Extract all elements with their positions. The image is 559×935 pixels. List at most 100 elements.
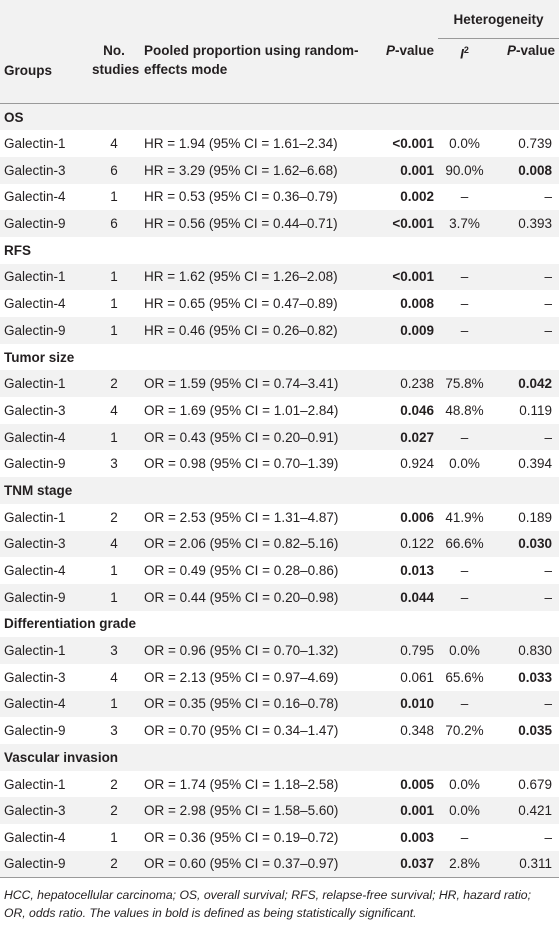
pvalue-cell: 0.027	[374, 423, 438, 451]
studies-cell: 2	[88, 797, 140, 825]
table-row: Galectin-9 3 OR = 0.98 (95% CI = 0.70–1.39…	[0, 450, 559, 477]
table-header: Heterogeneity Groups No. studies Pooled …	[0, 0, 559, 104]
i2-cell: 0.0%	[449, 776, 480, 792]
table-row: Galectin-4 1 HR = 0.65 (95% CI = 0.47–0.89…	[0, 290, 559, 317]
studies-cell: 4	[110, 669, 118, 685]
i2-cell: 3.7%	[438, 210, 491, 237]
no-studies-header: No. studies	[88, 38, 140, 104]
results-table: Heterogeneity Groups No. studies Pooled …	[0, 0, 559, 878]
pvalue-cell: 0.046	[400, 402, 434, 418]
group-cell: Galectin-9	[4, 723, 66, 739]
studies-cell: 1	[110, 296, 118, 312]
group-cell: Galectin-4	[0, 423, 88, 451]
pooled-cell: HR = 1.94 (95% CI = 1.61–2.34)	[144, 136, 338, 152]
table-row: Galectin-1 2 OR = 2.53 (95% CI = 1.31–4.87…	[0, 504, 559, 531]
group-cell: Galectin-9	[0, 210, 88, 237]
section-row: RFS	[0, 237, 559, 264]
pvalue-cell: <0.001	[374, 210, 438, 237]
table-row: Galectin-3 6 HR = 3.29 (95% CI = 1.62–6.68…	[0, 156, 559, 184]
het-pvalue-cell: 0.030	[491, 530, 559, 558]
group-cell: Galectin-9	[0, 583, 88, 611]
table-row: Galectin-9 6 HR = 0.56 (95% CI = 0.44–0.71…	[0, 210, 559, 237]
het-pvalue-cell: 0.119	[519, 402, 552, 418]
table-row: Galectin-4 1 OR = 0.49 (95% CI = 0.28–0.86…	[0, 557, 559, 584]
group-cell: Galectin-9	[0, 317, 88, 344]
section-row: Differentiation grade	[0, 611, 559, 638]
pvalue-cell: 0.044	[374, 583, 438, 611]
studies-cell: 2	[110, 509, 118, 525]
table-row: Galectin-9 3 OR = 0.70 (95% CI = 0.34–1.47…	[0, 717, 559, 744]
section-title: Vascular invasion	[0, 744, 559, 771]
pooled-cell: OR = 2.13 (95% CI = 0.97–4.69)	[144, 669, 339, 685]
studies-cell: 1	[110, 829, 118, 845]
table-row: Galectin-3 4 OR = 2.06 (95% CI = 0.82–5.16…	[0, 530, 559, 558]
pvalue-cell: <0.001	[374, 263, 438, 291]
i2-cell: 0.0%	[449, 136, 480, 152]
het-pvalue-cell: 0.679	[518, 776, 552, 792]
pvalue-cell: 0.924	[400, 456, 434, 472]
pooled-cell: OR = 2.06 (95% CI = 0.82–5.16)	[140, 530, 374, 558]
group-cell: Galectin-1	[4, 136, 66, 152]
heterogeneity-header: Heterogeneity	[438, 0, 559, 39]
het-pvalue-cell: –	[544, 563, 552, 579]
group-cell: Galectin-4	[4, 296, 66, 312]
header-spacer	[0, 0, 438, 39]
group-cell: Galectin-1	[4, 509, 66, 525]
i2-cell: 48.8%	[445, 402, 484, 418]
group-cell: Galectin-1	[0, 263, 88, 291]
het-pvalue-cell: 0.189	[518, 509, 552, 525]
i2-cell: 70.2%	[445, 723, 484, 739]
het-pvalue-cell: –	[491, 317, 559, 344]
studies-cell: 6	[88, 210, 140, 237]
pvalue-cell: 0.122	[374, 530, 438, 558]
i2-cell: 75.8%	[438, 370, 491, 398]
table-row: Galectin-9 2 OR = 0.60 (95% CI = 0.37–0.97…	[0, 850, 559, 878]
pooled-cell: HR = 0.56 (95% CI = 0.44–0.71)	[140, 210, 374, 237]
pooled-cell: OR = 1.69 (95% CI = 1.01–2.84)	[144, 402, 339, 418]
studies-cell: 4	[110, 136, 118, 152]
het-pvalue-cell: 0.042	[491, 370, 559, 398]
studies-cell: 1	[88, 263, 140, 291]
i2-cell: –	[438, 423, 491, 451]
pooled-cell: OR = 0.36 (95% CI = 0.19–0.72)	[144, 829, 339, 845]
pooled-cell: OR = 0.70 (95% CI = 0.34–1.47)	[144, 723, 339, 739]
i2-cell: –	[460, 296, 469, 312]
pvalue-cell: 0.002	[400, 189, 434, 205]
pooled-cell: OR = 1.59 (95% CI = 0.74–3.41)	[140, 370, 374, 398]
het-pvalue-cell: 0.035	[518, 723, 552, 739]
i2-cell: –	[438, 263, 491, 291]
table-row: Galectin-9 1 HR = 0.46 (95% CI = 0.26–0.82…	[0, 317, 559, 344]
pvalue-header: P-value	[374, 38, 438, 104]
pvalue-cell: 0.009	[374, 317, 438, 344]
table-row: Galectin-4 1 OR = 0.35 (95% CI = 0.16–0.78…	[0, 690, 559, 718]
i2-cell: 0.0%	[438, 637, 491, 664]
table-row: Galectin-4 1 OR = 0.43 (95% CI = 0.20–0.91…	[0, 423, 559, 451]
i2-cell: 0.0%	[449, 456, 480, 472]
i2-header: I2	[438, 38, 491, 104]
pooled-cell: OR = 0.60 (95% CI = 0.37–0.97)	[140, 850, 374, 878]
pooled-cell: HR = 0.65 (95% CI = 0.47–0.89)	[144, 296, 338, 312]
table-row: Galectin-1 3 OR = 0.96 (95% CI = 0.70–1.32…	[0, 637, 559, 664]
het-pvalue-cell: –	[491, 690, 559, 718]
group-cell: Galectin-4	[4, 829, 66, 845]
i2-cell: –	[460, 189, 469, 205]
pvalue-cell: 0.001	[374, 797, 438, 825]
pooled-cell: OR = 0.96 (95% CI = 0.70–1.32)	[140, 637, 374, 664]
table-row: Galectin-3 4 OR = 2.13 (95% CI = 0.97–4.69…	[0, 664, 559, 691]
het-pvalue-cell: –	[544, 189, 552, 205]
pvalue-cell: 0.001	[374, 156, 438, 184]
i2-cell: 65.6%	[445, 669, 484, 685]
het-pvalue-cell: 0.421	[491, 797, 559, 825]
het-pvalue-cell: –	[544, 296, 552, 312]
studies-cell: 1	[110, 189, 118, 205]
pvalue-cell: 0.005	[400, 776, 434, 792]
section-row: Vascular invasion	[0, 744, 559, 771]
section-title: Differentiation grade	[4, 616, 137, 632]
pvalue-cell: 0.238	[374, 370, 438, 398]
group-cell: Galectin-9	[4, 456, 66, 472]
pooled-cell: OR = 2.53 (95% CI = 1.31–4.87)	[144, 509, 339, 525]
section-title: RFS	[4, 242, 31, 258]
het-pvalue-header: P-value	[491, 38, 559, 104]
pooled-cell: HR = 1.62 (95% CI = 1.26–2.08)	[140, 263, 374, 291]
i2-cell: –	[438, 317, 491, 344]
